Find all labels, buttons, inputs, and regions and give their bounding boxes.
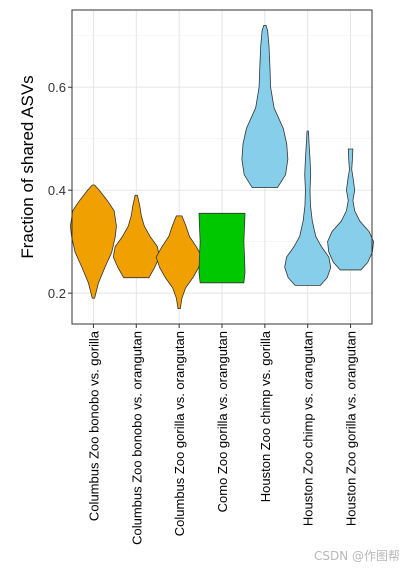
x-tick-label: Columbus Zoo bonobo vs. orangutan xyxy=(129,331,144,545)
y-tick-label: 0.2 xyxy=(48,286,66,301)
x-tick-label: Houston Zoo gorilla vs. orangutan xyxy=(344,331,359,526)
watermark: CSDN @作图帮 xyxy=(313,549,400,563)
y-tick-label: 0.6 xyxy=(48,80,66,95)
x-tick-label: Como Zoo gorilla vs. orangutan xyxy=(215,331,230,512)
x-axis: Columbus Zoo bonobo vs. gorilla Columbus … xyxy=(86,324,359,545)
y-axis-title: Fraction of shared ASVs xyxy=(18,75,37,258)
y-tick-label: 0.4 xyxy=(48,183,66,198)
violin-5 xyxy=(241,25,289,188)
violin-7 xyxy=(327,148,374,271)
violin-2 xyxy=(112,194,160,279)
violin-6 xyxy=(284,130,332,286)
violin-3 xyxy=(155,215,203,309)
violin-group xyxy=(70,25,374,309)
x-tick-label: Houston Zoo chimp vs. orangutan xyxy=(301,331,316,526)
x-tick-label: Columbus Zoo bonobo vs. gorilla xyxy=(86,330,101,521)
y-axis: 0.2 0.4 0.6 xyxy=(48,80,72,301)
violin-1 xyxy=(70,184,117,299)
violin-4 xyxy=(198,212,246,284)
x-tick-label: Houston Zoo chimp vs. gorilla xyxy=(258,330,273,502)
x-tick-label: Columbus Zoo gorilla vs. orangutan xyxy=(172,331,187,536)
